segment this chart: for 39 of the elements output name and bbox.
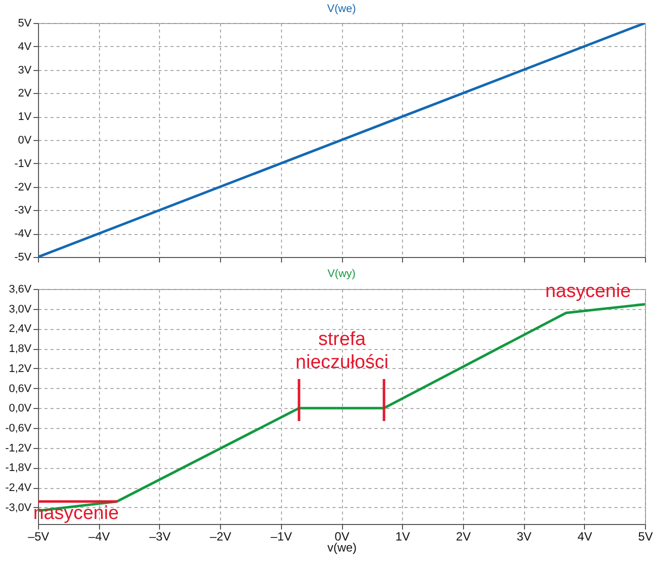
y-tick-label: 0,6V <box>8 382 32 395</box>
y-tick-label: 0,0V <box>8 402 32 415</box>
y-tick-label: -1V <box>14 158 32 170</box>
y-tick-label: 0V <box>18 134 32 146</box>
y-tick-label: 3,6V <box>8 284 32 296</box>
y-tick-label: 5V <box>18 18 32 30</box>
y-tick-label: -0,6V <box>5 422 32 435</box>
y-tick-label: 1V <box>18 111 32 124</box>
x-axis-title: v(we) <box>327 540 357 554</box>
y-tick-label: 1,8V <box>8 343 32 356</box>
y-tick-label: 3,0V <box>8 303 32 316</box>
y-tick-label: -2,4V <box>5 482 32 494</box>
x-tick-label: 2V <box>456 530 471 544</box>
x-tick-label: 3V <box>516 530 532 544</box>
y-tick-label: 1,2V <box>8 362 32 375</box>
y-tick-label: -1,2V <box>5 442 32 454</box>
y-tick-label: -5V <box>14 252 32 264</box>
x-tick-label: –1V <box>270 530 292 544</box>
x-tick-label: –2V <box>210 530 232 544</box>
x-tick-label: –5V <box>28 530 50 544</box>
y-tick-label: 4V <box>18 40 32 53</box>
x-tick-label: 5V <box>638 530 653 544</box>
y-tick-label: 2V <box>18 88 32 100</box>
x-tick-label: 1V <box>395 530 410 544</box>
y-tick-label: -3V <box>14 204 32 217</box>
annotation: strefa nieczułości <box>296 329 388 373</box>
x-tick-label: –3V <box>149 530 171 544</box>
chart-title: V(we) <box>327 3 356 15</box>
y-tick-label: 3V <box>18 64 32 76</box>
y-tick-label: -2V <box>14 181 32 194</box>
x-tick-label: 0V <box>334 530 350 544</box>
x-tick-label: 4V <box>577 530 592 544</box>
y-tick-label: 2,4V <box>8 323 32 336</box>
annotation: nasycenie <box>545 281 631 302</box>
y-tick-label: -3,0V <box>5 502 32 514</box>
x-tick-label: –4V <box>88 530 110 544</box>
y-tick-label: -1,8V <box>5 462 32 474</box>
chart-title: V(wy) <box>327 268 356 280</box>
y-tick-label: -4V <box>14 228 32 240</box>
